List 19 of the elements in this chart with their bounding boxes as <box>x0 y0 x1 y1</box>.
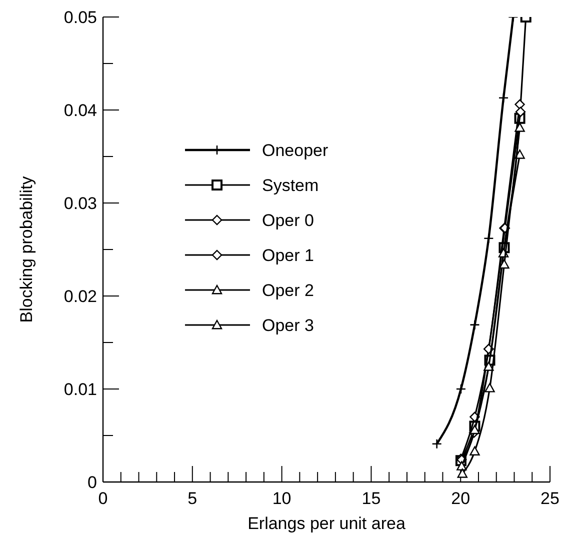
x-tick-label: 25 <box>540 489 560 508</box>
y-tick-label: 0.05 <box>64 8 97 27</box>
y-tick-label: 0 <box>88 473 97 492</box>
legend-label: Oper 3 <box>262 316 314 335</box>
y-tick-label: 0.03 <box>64 194 97 213</box>
x-tick-label: 15 <box>362 489 381 508</box>
x-axis-title: Erlangs per unit area <box>248 514 406 533</box>
legend-label: Oper 1 <box>262 246 314 265</box>
y-tick-label: 0.04 <box>64 101 97 120</box>
y-axis-title: Blocking probability <box>17 176 36 323</box>
y-tick-label: 0.02 <box>64 287 97 306</box>
x-tick-label: 10 <box>272 489 292 508</box>
x-tick-label: 5 <box>188 489 198 508</box>
legend-label: Oper 2 <box>262 281 314 300</box>
legend-label: Oper 0 <box>262 211 314 230</box>
x-tick-label: 20 <box>451 489 470 508</box>
legend-label: System <box>262 176 319 195</box>
y-tick-label: 0.01 <box>64 380 97 399</box>
legend-label: Oneoper <box>262 141 328 160</box>
